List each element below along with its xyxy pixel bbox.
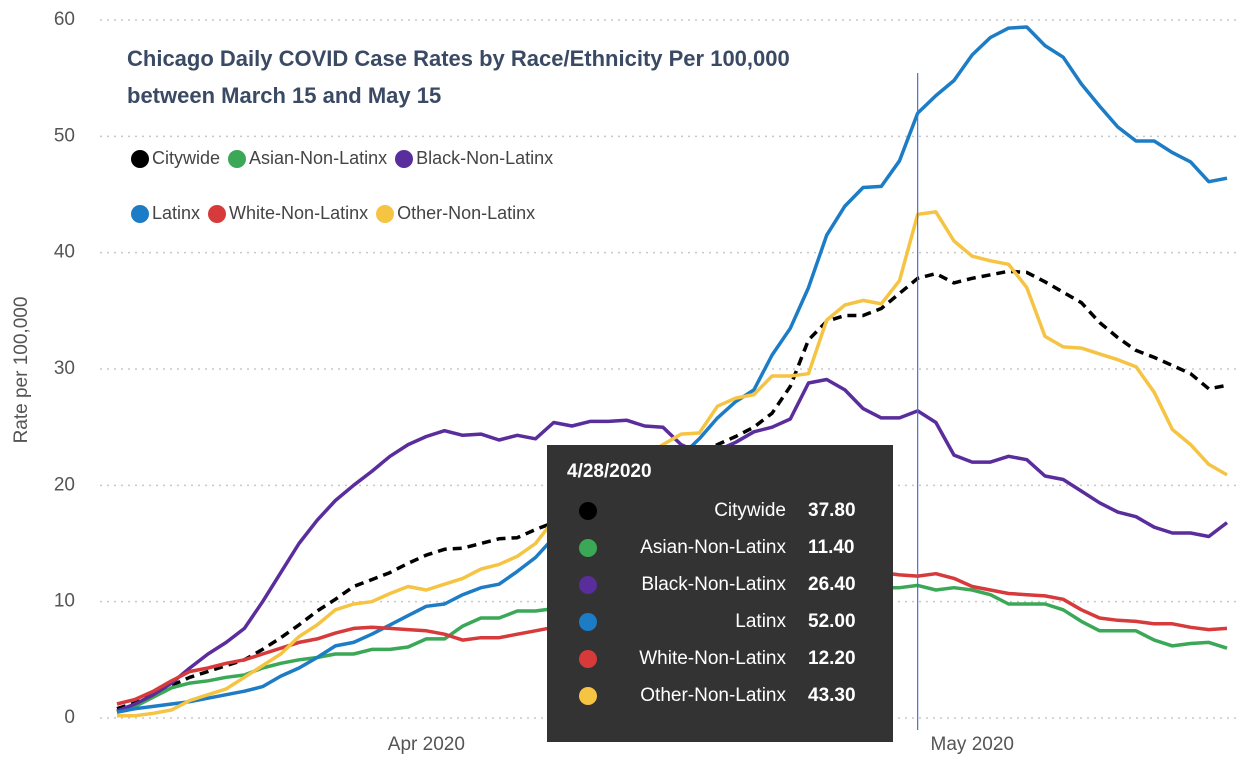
legend-marker	[395, 149, 414, 168]
legend-item: Citywide	[131, 148, 220, 169]
tooltip-value: 52.00	[808, 611, 856, 632]
tooltip-marker	[579, 539, 597, 557]
legend-label: Asian-Non-Latinx	[249, 148, 388, 168]
tooltip-name: White-Non-Latinx	[639, 648, 786, 669]
legend-label: White-Non-Latinx	[229, 203, 369, 223]
tooltip-name: Black-Non-Latinx	[641, 574, 786, 595]
legend-marker	[131, 204, 149, 223]
legend-label: Other-Non-Latinx	[397, 203, 536, 223]
tooltip-marker	[579, 576, 597, 594]
legend-label: Latinx	[152, 203, 201, 223]
tooltip-value: 11.40	[808, 537, 855, 558]
legend-item: Asian-Non-Latinx	[228, 148, 387, 169]
y-tick-label: 50	[54, 125, 75, 146]
tooltip-marker	[579, 502, 597, 520]
tooltip-value: 37.80	[808, 500, 856, 521]
legend-label: Black-Non-Latinx	[416, 148, 554, 168]
legend-item: Other-Non-Latinx	[376, 203, 535, 224]
legend: Latinx White-Non-Latinx Other-Non-Latinx	[131, 203, 535, 224]
x-tick-label: May 2020	[931, 734, 1014, 755]
legend-label: Citywide	[152, 148, 221, 168]
x-tick-label: Apr 2020	[388, 734, 465, 755]
legend-marker	[228, 149, 247, 168]
tooltip-name: Latinx	[735, 611, 786, 632]
tooltip-name: Asian-Non-Latinx	[640, 537, 786, 558]
y-axis-title: Rate per 100,000	[11, 297, 32, 444]
series-line	[116, 377, 1229, 713]
tooltip-value: 26.40	[808, 574, 856, 595]
y-tick-label: 10	[54, 591, 75, 612]
tooltip-name: Citywide	[714, 500, 786, 521]
tooltip-value: 43.30	[808, 685, 856, 706]
tooltip-box	[547, 445, 893, 742]
chart-title: Chicago Daily COVID Case Rates by Race/E…	[127, 46, 790, 108]
tooltip-name: Other-Non-Latinx	[640, 685, 786, 706]
y-tick-label: 40	[54, 242, 75, 263]
legend-item: Latinx	[131, 203, 200, 224]
y-tick-label: 30	[54, 358, 75, 379]
y-tick-label: 20	[54, 474, 75, 495]
tooltip-value: 12.20	[808, 648, 856, 669]
legend-marker	[376, 204, 395, 223]
tooltip-marker	[579, 650, 597, 668]
legend: Citywide Asian-Non-Latinx Black-Non-Latinx	[131, 148, 553, 169]
tooltip-date: 4/28/2020	[567, 461, 652, 482]
tooltip-marker	[579, 687, 597, 705]
y-tick-label: 60	[54, 9, 75, 30]
legend-item: Black-Non-Latinx	[395, 148, 553, 169]
legend-marker	[131, 149, 149, 168]
tooltip-marker	[579, 613, 597, 631]
series-line	[117, 210, 1228, 718]
y-tick-label: 0	[64, 707, 75, 728]
legend-marker	[208, 204, 227, 223]
legend-item: White-Non-Latinx	[208, 203, 368, 224]
tooltip: 4/28/2020 Citywide 37.80 Asian-Non-Latinx 11…	[547, 445, 893, 742]
series-line	[116, 269, 1228, 711]
